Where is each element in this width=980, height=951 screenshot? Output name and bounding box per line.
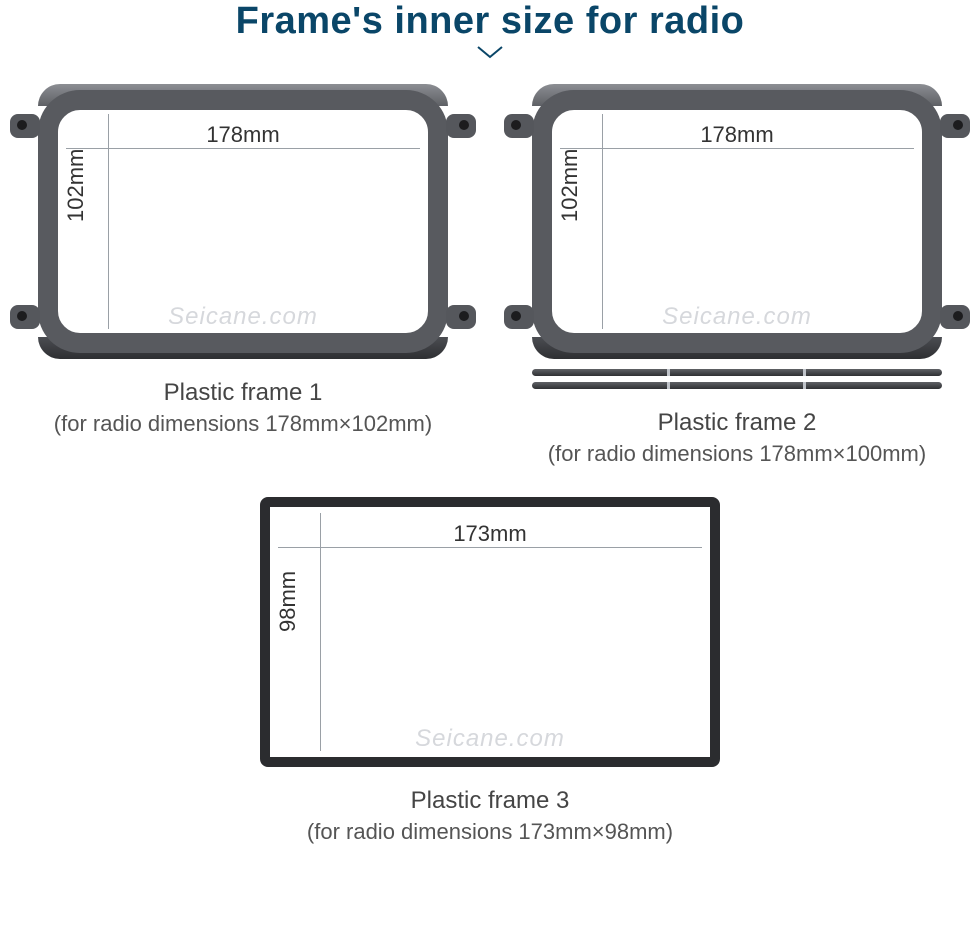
chevron-down-icon — [0, 45, 980, 66]
trim-strip-icon — [532, 369, 942, 376]
width-dimension-label: 173mm — [278, 521, 702, 547]
watermark-text: Seicane.com — [560, 303, 914, 331]
width-dimension-label: 178mm — [66, 122, 420, 148]
height-dimension-label: 98mm — [275, 571, 301, 632]
width-guide-line — [66, 148, 420, 149]
mount-tab-icon — [504, 114, 534, 138]
mount-tab-icon — [446, 305, 476, 329]
frame-panel-3: 173mm 98mm Seicane.com Plastic frame 3 (… — [260, 497, 720, 847]
mount-tab-icon — [504, 305, 534, 329]
mount-tab-icon — [940, 305, 970, 329]
mount-tab-icon — [940, 114, 970, 138]
frame-panel-2: 178mm 102mm Seicane.com Plastic frame 2 … — [502, 84, 972, 469]
frame-caption-sub: (for radio dimensions 178mm×100mm) — [548, 439, 926, 469]
page-title: Frame's inner size for radio — [0, 0, 980, 43]
width-guide-line — [560, 148, 914, 149]
mount-tab-icon — [446, 114, 476, 138]
frame-caption-sub: (for radio dimensions 173mm×98mm) — [307, 817, 673, 847]
frame-1-graphic: 178mm 102mm Seicane.com — [8, 84, 478, 359]
width-dimension-label: 178mm — [560, 122, 914, 148]
trim-strip-icon — [532, 382, 942, 389]
frame-panel-1: 178mm 102mm Seicane.com Plastic frame 1 … — [8, 84, 478, 469]
width-guide-line — [278, 547, 702, 548]
height-guide-line — [320, 513, 321, 751]
frame-caption-title: Plastic frame 2 — [548, 407, 926, 439]
mount-tab-icon — [10, 114, 40, 138]
frame-3-graphic: 173mm 98mm Seicane.com — [260, 497, 720, 767]
height-dimension-label: 102mm — [63, 148, 89, 221]
frame-caption-title: Plastic frame 1 — [54, 377, 432, 409]
frame-caption-title: Plastic frame 3 — [307, 785, 673, 817]
mount-tab-icon — [10, 305, 40, 329]
watermark-text: Seicane.com — [278, 725, 702, 753]
frame-caption-sub: (for radio dimensions 178mm×102mm) — [54, 409, 432, 439]
trim-strips — [532, 369, 942, 389]
height-dimension-label: 102mm — [557, 148, 583, 221]
watermark-text: Seicane.com — [66, 303, 420, 331]
frame-2-graphic: 178mm 102mm Seicane.com — [502, 84, 972, 359]
